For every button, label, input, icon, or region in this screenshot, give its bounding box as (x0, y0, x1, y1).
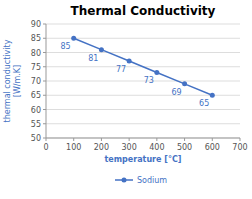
legend: Sodium (115, 176, 167, 185)
data-label: 73 (144, 76, 154, 85)
x-axis (46, 138, 240, 139)
grid-line (46, 123, 240, 124)
grid-line (46, 24, 240, 25)
x-tick-label: 0 (43, 143, 48, 152)
x-tick-label: 500 (177, 143, 192, 152)
x-tick-label: 300 (122, 143, 137, 152)
x-axis-label: temperature [°C] (105, 155, 182, 164)
point (154, 70, 159, 75)
point (71, 36, 76, 41)
y-axis-label-line: [W/m.K] (13, 65, 22, 97)
y-tick-label: 50 (31, 134, 41, 143)
legend-label: Sodium (137, 176, 167, 185)
x-tick-label: 600 (205, 143, 220, 152)
point (99, 47, 104, 52)
data-label: 65 (199, 99, 209, 108)
y-tick-label: 85 (31, 34, 41, 43)
y-axis (46, 24, 47, 138)
data-label: 85 (61, 42, 71, 51)
chart-container: 50 55 60 65 70 75 80 85 90 0 100 200 300 400 500 600 700… (0, 0, 252, 199)
grid-line (46, 109, 240, 110)
y-tick-label: 65 (31, 91, 41, 100)
legend-marker (122, 178, 127, 183)
point (210, 93, 215, 98)
grid-line (46, 52, 240, 53)
y-axis-label-line: thermal conductivity (3, 39, 12, 122)
chart: 50 55 60 65 70 75 80 85 90 0 100 200 300 400 500 600 700… (0, 0, 252, 199)
x-tick-label: 100 (66, 143, 81, 152)
series-line (74, 38, 213, 95)
y-tick-label: 70 (31, 77, 41, 86)
y-axis-label: thermal conductivity[W/m.K] (3, 39, 22, 122)
data-labels: 85 81 77 73 69 65 (61, 42, 210, 108)
plot-area (71, 36, 215, 98)
y-tick-label: 75 (31, 63, 41, 72)
title: Thermal Conductivity (71, 4, 216, 18)
data-label: 77 (116, 65, 126, 74)
y-tick-label: 80 (31, 49, 41, 58)
data-label: 81 (88, 54, 98, 63)
point (127, 59, 132, 64)
y-tick-label: 90 (31, 20, 41, 29)
y-tick-label: 60 (31, 106, 41, 115)
grid-line (46, 138, 240, 139)
point (182, 81, 187, 86)
x-tick-label: 700 (232, 143, 247, 152)
x-tick-label: 400 (149, 143, 164, 152)
y-tick-label: 55 (31, 120, 41, 129)
x-tick-label: 200 (94, 143, 109, 152)
data-label: 69 (171, 88, 181, 97)
